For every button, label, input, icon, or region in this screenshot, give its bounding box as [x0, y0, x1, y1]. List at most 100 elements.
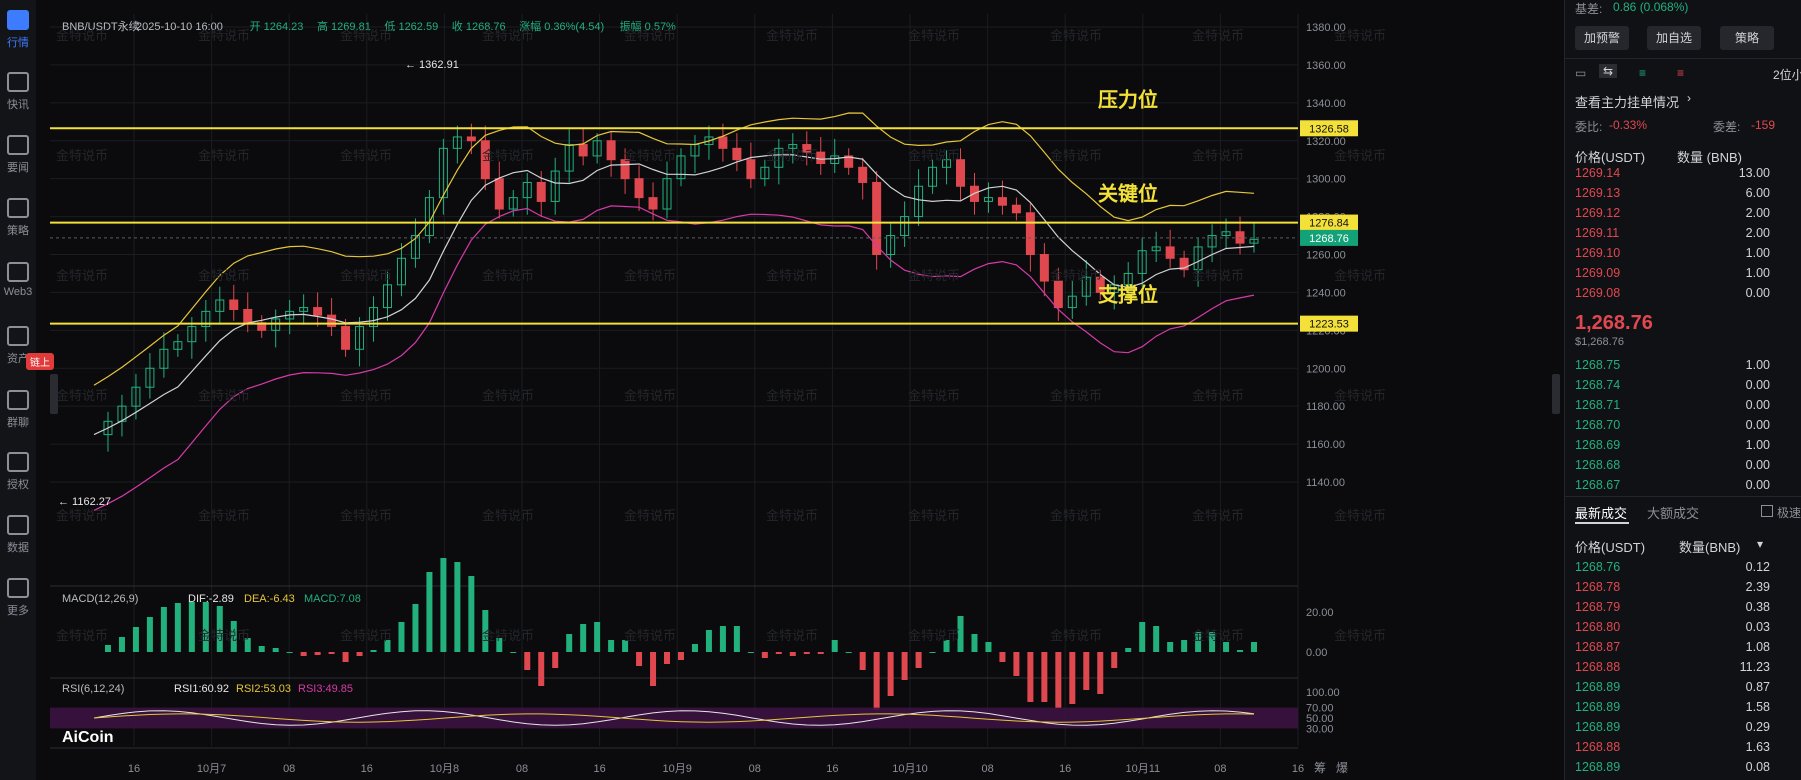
row-qty: 0.12 [1745, 560, 1770, 574]
trade-row[interactable]: 1268.76 0.12 [1565, 560, 1790, 580]
macd-bar [1167, 642, 1174, 652]
bid-row[interactable]: 1268.67 0.00 [1565, 478, 1790, 498]
watermark: 金特说币 [340, 268, 392, 283]
macd-bar [384, 640, 391, 652]
nav-item-headlines[interactable]: 要闻 [0, 135, 36, 175]
decimals-select[interactable]: 2位小 [1773, 68, 1801, 82]
time-tick: 08 [516, 763, 528, 775]
ask-row[interactable]: 1269.13 6.00 [1565, 186, 1790, 206]
bid-row[interactable]: 1268.70 0.00 [1565, 418, 1790, 438]
layout-icon-4[interactable]: ≡ [1677, 66, 1685, 80]
candle [550, 170, 560, 202]
ask-row[interactable]: 1269.11 2.00 [1565, 226, 1790, 246]
macd-bar [901, 652, 908, 680]
candle [704, 136, 714, 146]
trade-row[interactable]: 1268.80 0.03 [1565, 620, 1790, 640]
right-collapse-handle[interactable] [1552, 374, 1560, 414]
ask-row[interactable]: 1269.10 1.00 [1565, 246, 1790, 266]
nav-item-auth[interactable]: 授权 [0, 452, 36, 492]
trade-row[interactable]: 1268.88 11.23 [1565, 660, 1790, 680]
bid-row[interactable]: 1268.71 0.00 [1565, 398, 1790, 418]
macd-bar [887, 652, 894, 696]
chips-label: 筹 [1314, 761, 1326, 775]
bid-row[interactable]: 1268.69 1.00 [1565, 438, 1790, 458]
row-qty: 2.39 [1745, 580, 1770, 594]
macd-bar [314, 652, 321, 655]
watermark: 金特说币 [56, 148, 108, 163]
macd-bar [510, 652, 517, 653]
layout-icon-1[interactable]: ▭ [1575, 66, 1587, 80]
candle [1193, 246, 1203, 271]
ask-row[interactable]: 1269.08 0.00 [1565, 286, 1790, 306]
nav-item-data[interactable]: 数据 [0, 515, 36, 555]
macd-title: MACD(12,26,9) [62, 593, 138, 605]
ask-row[interactable]: 1269.09 1.00 [1565, 266, 1790, 286]
wei-bi-label: 委比: [1575, 120, 1603, 134]
strategy-button[interactable]: 策略 [1720, 26, 1774, 50]
watermark: 金特说币 [56, 268, 108, 283]
row-qty: 0.00 [1745, 398, 1770, 412]
macd-bar [831, 640, 838, 652]
nav-item-assets[interactable]: 资产 [0, 326, 36, 366]
trade-row[interactable]: 1268.79 0.38 [1565, 600, 1790, 620]
tab-latest-trades[interactable]: 最新成交 [1575, 506, 1628, 521]
left-collapse-handle[interactable] [50, 374, 58, 414]
nav-label: 快讯 [7, 99, 29, 111]
nav-item-groups[interactable]: 群聊 [0, 390, 36, 430]
watermark: 金特说币 [624, 28, 676, 43]
liquidation-label: 爆 [1336, 761, 1348, 775]
price-tick: 1300.00 [1306, 174, 1346, 186]
macd-bar [496, 638, 503, 652]
nav-item-market[interactable]: 行情 [0, 10, 36, 50]
trade-row[interactable]: 1268.88 1.63 [1565, 740, 1790, 760]
watermark: 金特说币 [1050, 628, 1102, 643]
data-icon [7, 515, 29, 535]
watermark: 金特说币 [482, 148, 534, 163]
macd-bar [1209, 632, 1216, 652]
macd-bar [664, 652, 671, 664]
macd-bar [398, 622, 405, 652]
macd-bar [566, 634, 573, 652]
candle [396, 257, 406, 286]
trade-row[interactable]: 1268.87 1.08 [1565, 640, 1790, 660]
tab-large-trades[interactable]: 大额成交 [1647, 506, 1700, 521]
row-qty: 2.00 [1745, 206, 1770, 220]
fast-checkbox[interactable] [1761, 505, 1773, 517]
ob-header-qty: 数量 (BNB) [1677, 150, 1743, 165]
price-chart[interactable]: 1380.001360.001340.001320.001300.001280.… [36, 0, 1556, 780]
wallet-icon [7, 326, 29, 346]
nav-item-news[interactable]: 快讯 [0, 72, 36, 112]
nav-label: 更多 [7, 605, 29, 617]
ask-row[interactable]: 1269.12 2.00 [1565, 206, 1790, 226]
candle [1151, 246, 1161, 252]
watermark: 金特说币 [198, 388, 250, 403]
candle [844, 155, 854, 168]
trade-row[interactable]: 1268.78 2.39 [1565, 580, 1790, 600]
trade-row[interactable]: 1268.89 0.08 [1565, 760, 1790, 780]
qty-sort-icon[interactable]: ▾ [1757, 537, 1764, 551]
layout-icon-3[interactable]: ≡ [1639, 66, 1647, 80]
price-tick: 1160.00 [1306, 439, 1345, 451]
symbol: BNB/USDT永续 [62, 19, 140, 33]
bid-row[interactable]: 1268.74 0.00 [1565, 378, 1790, 398]
chart-area[interactable]: 1380.001360.001340.001320.001300.001280.… [36, 0, 1556, 780]
add-watchlist-button[interactable]: 加自选 [1647, 26, 1701, 50]
layout-icon-2[interactable]: ⇆ [1599, 64, 1618, 78]
nav-item-strategy[interactable]: 策略 [0, 198, 36, 238]
trade-row[interactable]: 1268.89 0.29 [1565, 720, 1790, 740]
bid-row[interactable]: 1268.75 1.00 [1565, 358, 1790, 378]
candle [243, 308, 253, 324]
depth-link[interactable]: 查看主力挂单情况 [1575, 95, 1680, 110]
trade-row[interactable]: 1268.89 1.58 [1565, 700, 1790, 720]
nav-item-more[interactable]: 更多 [0, 578, 36, 618]
nav-item-web3[interactable]: Web3 [0, 262, 36, 298]
candle [1221, 231, 1231, 237]
add-alert-button[interactable]: 加预警 [1575, 26, 1629, 50]
macd-bar [552, 652, 559, 668]
candle [410, 235, 420, 259]
ask-row[interactable]: 1269.14 13.00 [1565, 166, 1790, 186]
candle [564, 144, 574, 172]
bid-row[interactable]: 1268.68 0.00 [1565, 458, 1790, 478]
watermark: 金特说币 [482, 28, 534, 43]
trade-row[interactable]: 1268.89 0.87 [1565, 680, 1790, 700]
